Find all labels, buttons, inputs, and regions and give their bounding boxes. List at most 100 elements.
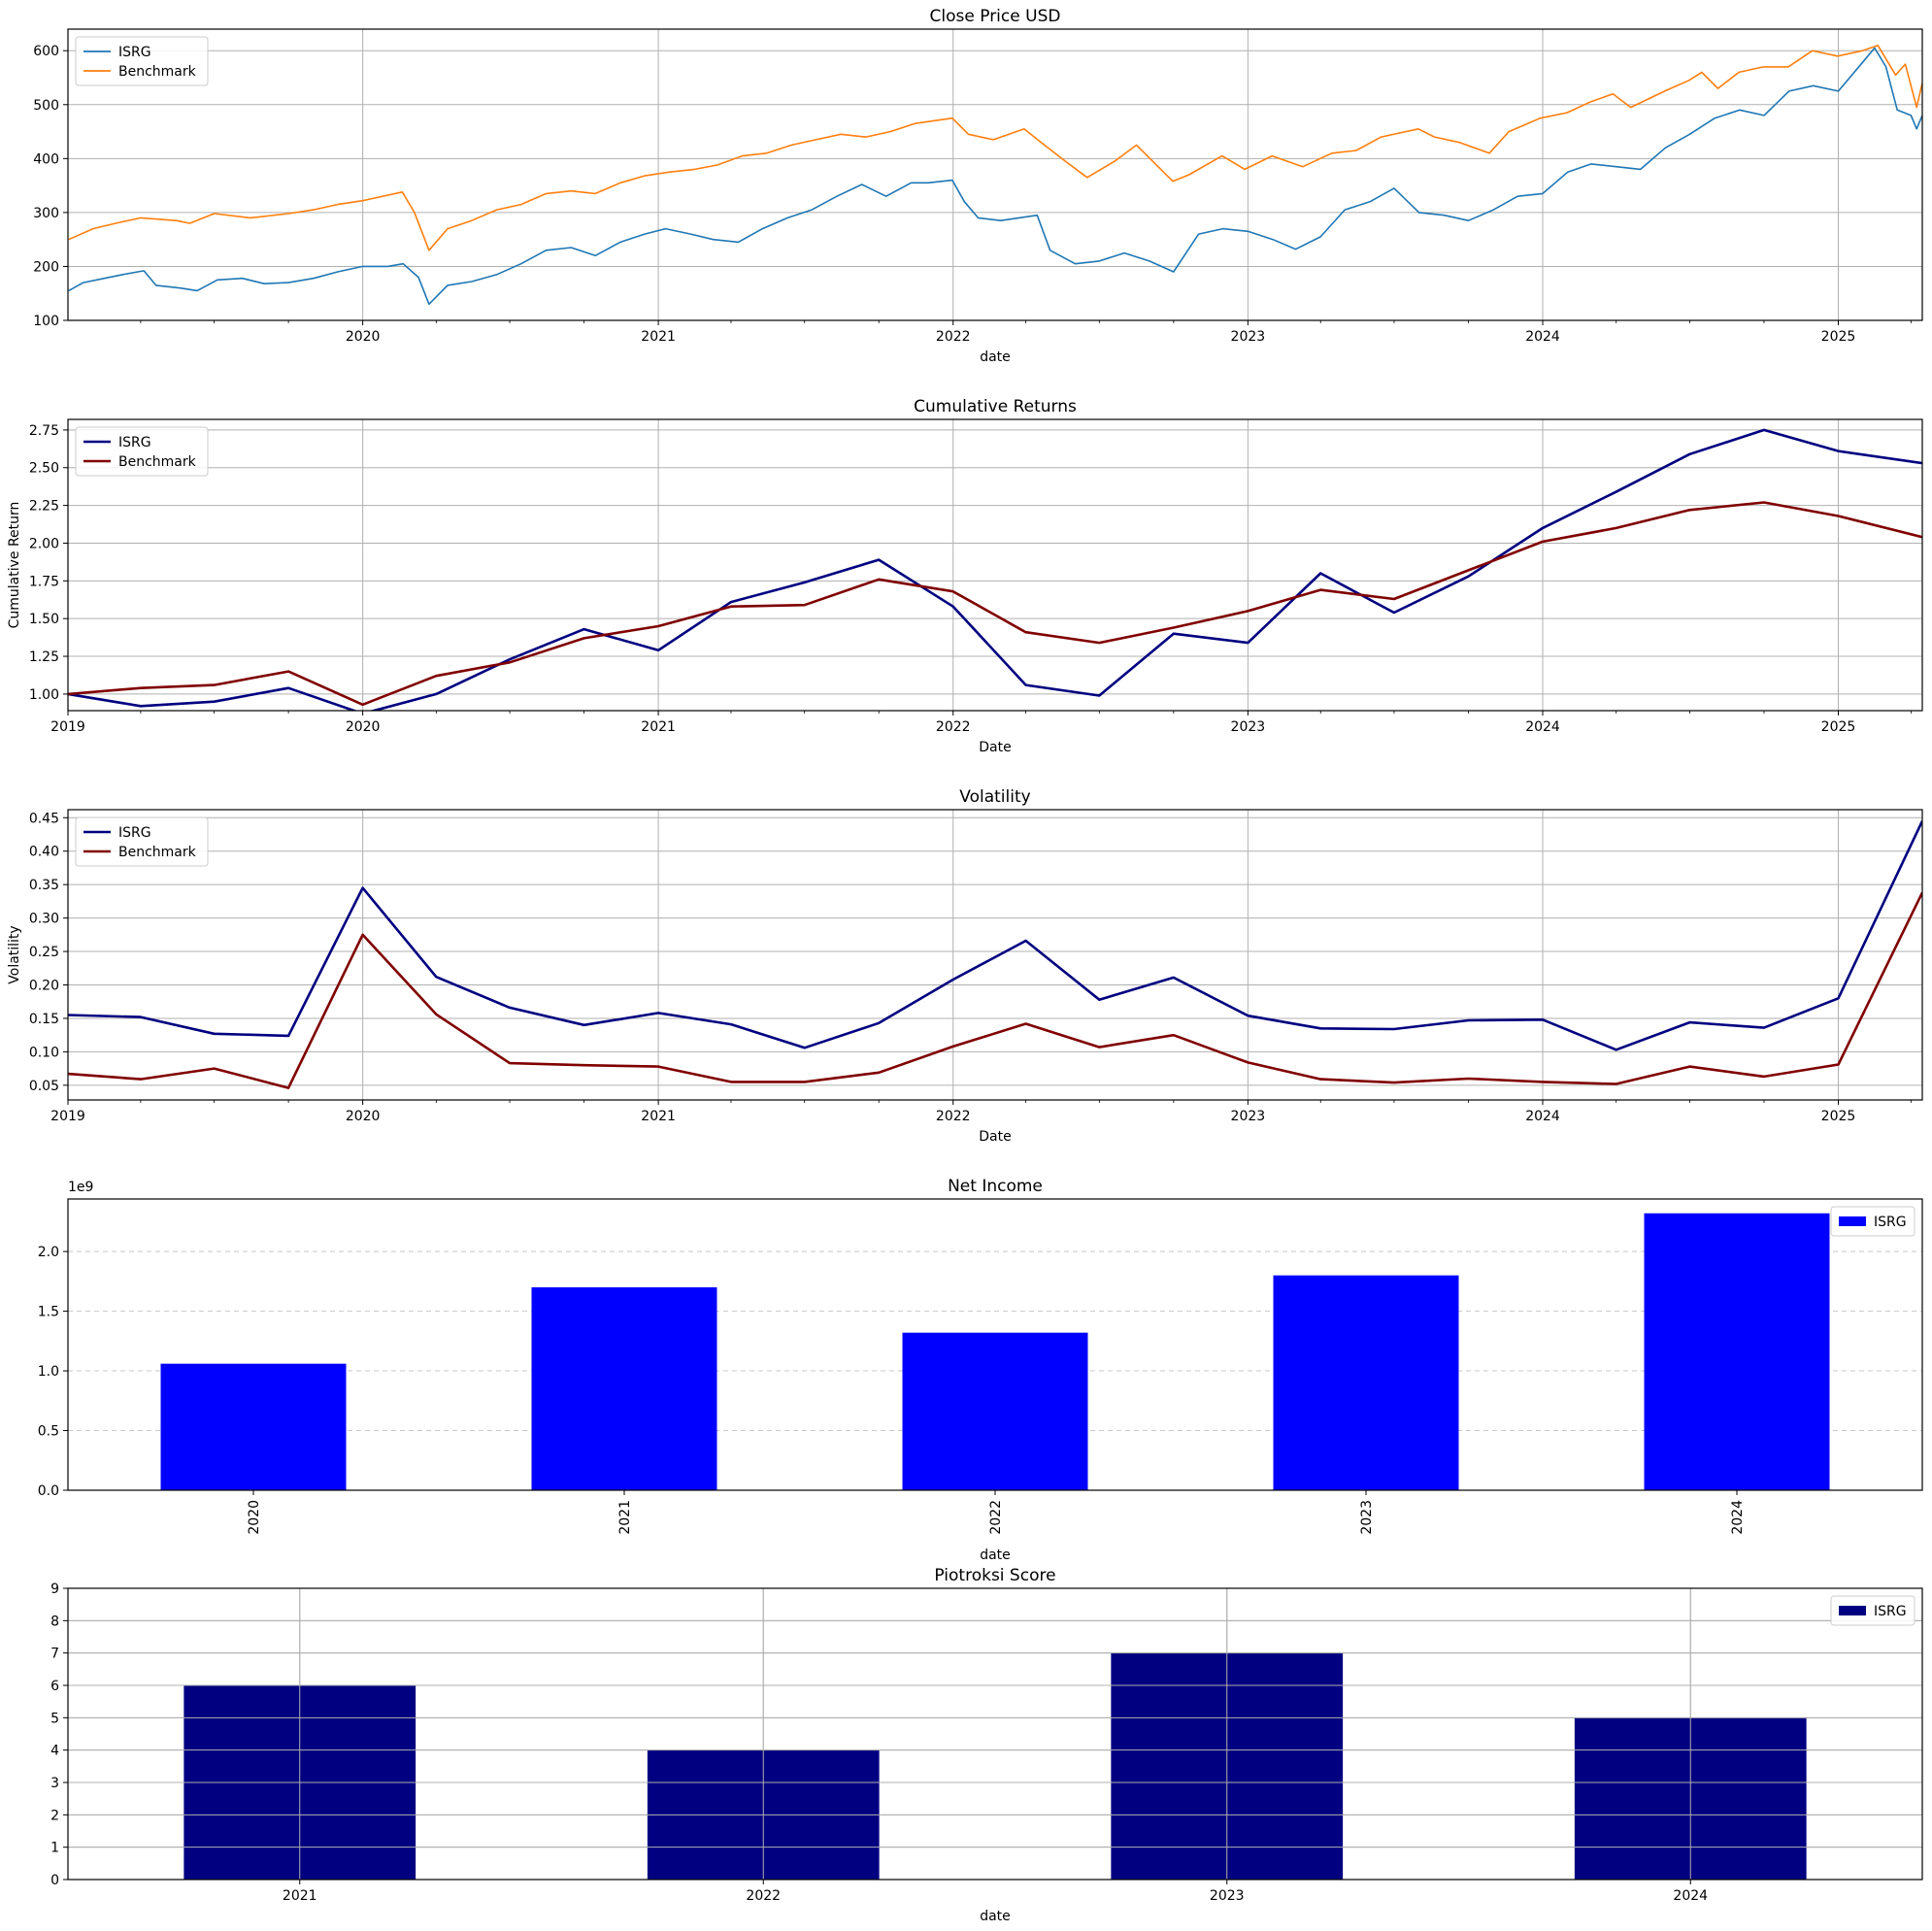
legend: ISRG — [1830, 1206, 1915, 1237]
y-tick-label: 500 — [33, 98, 59, 114]
y-tick-label: 3 — [50, 1776, 59, 1791]
y-tick-label: 9 — [50, 1581, 59, 1597]
x-axis: 2019 2020 2021 2022 2023 2024 2025 — [50, 711, 1912, 735]
axes-frame — [67, 1587, 1923, 1881]
legend-label: ISRG — [118, 825, 151, 841]
x-tick-label: 2021 — [641, 329, 676, 345]
series-line-benchmark — [68, 44, 1922, 251]
series-line-isrg — [68, 820, 1922, 1051]
y-tick-label: 8 — [50, 1614, 59, 1629]
gridlines — [68, 29, 1922, 321]
y-tick-label: 0.30 — [29, 912, 59, 927]
axes-frame — [67, 28, 1923, 321]
bar-2020 — [160, 1363, 347, 1490]
y-tick-label: 1.00 — [29, 687, 59, 703]
x-tick-label: 2023 — [1231, 1109, 1266, 1124]
y-tick-label: 0.25 — [29, 945, 59, 960]
x-axis: 2021 2022 2023 2024 — [283, 1880, 1708, 1904]
x-tick-label: 2024 — [1673, 1888, 1708, 1904]
x-tick-label: 2024 — [1525, 1109, 1560, 1124]
chart-title: Cumulative Returns — [914, 397, 1077, 416]
y-tick-label: 400 — [33, 151, 59, 167]
legend-label: Benchmark — [118, 64, 197, 80]
x-tick-label: 2019 — [50, 1109, 85, 1124]
legend: ISRG Benchmark — [75, 816, 209, 867]
data-marks — [183, 1652, 1807, 1880]
data-marks — [68, 428, 1922, 711]
y-tick-label: 0.05 — [29, 1079, 59, 1094]
x-tick-label: 2023 — [1359, 1500, 1375, 1535]
chart-2: Cumulative Returns 1.00 1.25 1.50 1.75 2.00 2.… — [7, 397, 1923, 755]
series-line-benchmark — [68, 501, 1922, 707]
data-marks — [68, 820, 1922, 1089]
data-marks — [160, 1213, 1830, 1490]
y-axis: 0 1 2 3 4 5 6 7 8 9 — [50, 1581, 68, 1888]
y-tick-label: 0.5 — [38, 1424, 59, 1440]
x-tick-label: 2025 — [1821, 1109, 1856, 1124]
data-marks — [68, 44, 1922, 306]
y-tick-label: 1 — [50, 1841, 59, 1856]
legend-label: ISRG — [1874, 1215, 1907, 1230]
legend-box — [75, 36, 209, 86]
y-tick-label: 1.0 — [38, 1364, 59, 1380]
legend-swatch — [1839, 1216, 1866, 1226]
y-tick-label: 0.35 — [29, 878, 59, 893]
x-tick-label: 2022 — [936, 1109, 971, 1124]
y-tick-label: 2.50 — [29, 461, 59, 477]
chart-title: Net Income — [948, 1177, 1043, 1196]
y-tick-label: 0.40 — [29, 845, 59, 860]
gridlines — [67, 419, 1922, 711]
y-tick-label: 0.0 — [38, 1483, 59, 1499]
x-tick-label: 2020 — [346, 329, 381, 345]
x-tick-label: 2023 — [1210, 1888, 1245, 1904]
x-tick-label: 2020 — [247, 1500, 262, 1535]
gridlines — [67, 810, 1922, 1100]
y-tick-label: 1.50 — [29, 612, 59, 627]
y-tick-label: 2.0 — [38, 1245, 59, 1260]
x-tick-label: 2022 — [988, 1500, 1004, 1535]
y-axis-label: Cumulative Return — [7, 502, 22, 629]
bar-2024 — [1644, 1213, 1830, 1490]
axes-frame — [67, 809, 1923, 1101]
y-tick-label: 0.20 — [29, 979, 59, 994]
x-axis-label: Date — [979, 1129, 1011, 1145]
bar-2022 — [902, 1332, 1088, 1490]
y-tick-label: 2 — [50, 1808, 59, 1823]
chart-title: Piotroksi Score — [934, 1566, 1055, 1585]
y-tick-label: 4 — [50, 1744, 59, 1759]
x-axis-label: date — [980, 1548, 1011, 1563]
bar-2023 — [1273, 1275, 1459, 1490]
x-tick-label: 2021 — [641, 719, 676, 735]
y-tick-label: 6 — [50, 1679, 59, 1694]
legend-label: Benchmark — [118, 845, 197, 860]
x-tick-label: 2021 — [641, 1109, 676, 1124]
y-tick-label: 100 — [33, 314, 59, 329]
y-tick-label: 0 — [50, 1873, 59, 1888]
y-tick-label: 1.75 — [29, 574, 59, 589]
y-tick-label: 1.25 — [29, 649, 59, 665]
legend-label: ISRG — [1874, 1604, 1907, 1619]
x-tick-label: 2021 — [283, 1888, 317, 1904]
series-line-isrg — [68, 428, 1922, 711]
y-tick-label: 600 — [33, 44, 59, 59]
y-tick-label: 5 — [50, 1711, 59, 1726]
legend-box — [75, 426, 209, 477]
series-line-benchmark — [68, 891, 1922, 1089]
x-axis-label: date — [980, 1909, 1011, 1924]
axes-frame — [67, 418, 1923, 712]
series-line-isrg — [68, 47, 1922, 306]
y-axis: 0.0 0.5 1.0 1.5 2.0 — [38, 1245, 68, 1499]
legend: ISRG — [1830, 1595, 1915, 1626]
legend-box — [1830, 1595, 1915, 1626]
chart-title: Volatility — [959, 787, 1030, 807]
y-scale-label: 1e9 — [68, 1180, 93, 1195]
bar-2021 — [531, 1286, 717, 1490]
x-tick-label: 2022 — [936, 719, 971, 735]
legend-swatch — [1839, 1606, 1866, 1615]
y-axis: 100 200 300 400 500 600 — [33, 44, 68, 329]
y-axis-label: Volatility — [7, 925, 22, 983]
x-tick-label: 2025 — [1821, 719, 1856, 735]
x-tick-label: 2022 — [746, 1888, 781, 1904]
legend-label: ISRG — [118, 435, 151, 450]
